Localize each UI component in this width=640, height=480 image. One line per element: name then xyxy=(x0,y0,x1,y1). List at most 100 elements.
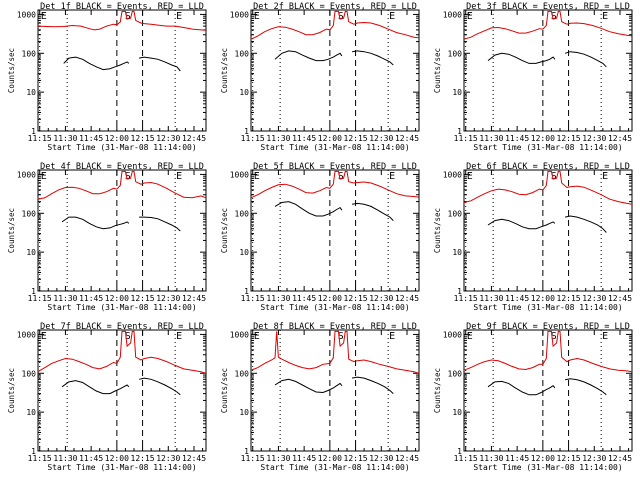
x-tick-label: 12:45 xyxy=(182,134,206,143)
y-tick-label: 10 xyxy=(239,408,249,417)
x-tick-label: 12:30 xyxy=(369,294,393,303)
x-tick-label: 12:00 xyxy=(105,294,129,303)
x-tick-label: 11:30 xyxy=(266,454,290,463)
x-axis-label: Start Time (31-Mar-08 11:14:00) xyxy=(473,463,622,472)
x-tick-label: 12:45 xyxy=(182,294,206,303)
x-tick-label: 12:15 xyxy=(557,294,581,303)
x-tick-label: 12:00 xyxy=(105,134,129,143)
y-tick-label: 1 xyxy=(31,447,36,456)
time-marker-label: S xyxy=(338,11,344,22)
detector-panel-5: Det 5f BLACK = Events, RED = LLD 1 10 100 10… xyxy=(220,162,420,312)
y-tick-label: 1 xyxy=(244,287,249,296)
series-events-line-2 xyxy=(139,216,181,232)
series-events-line xyxy=(274,50,343,62)
y-tick-label: 10 xyxy=(26,248,36,257)
x-axis-label: Start Time (31-Mar-08 11:14:00) xyxy=(260,143,409,152)
y-tick-label: 1000 xyxy=(443,170,462,179)
x-axis-label: Start Time (31-Mar-08 11:14:00) xyxy=(47,463,196,472)
x-axis-label: Start Time (31-Mar-08 11:14:00) xyxy=(47,303,196,312)
x-tick-label: 12:15 xyxy=(557,454,581,463)
x-tick-label: 12:15 xyxy=(131,454,155,463)
time-marker-label: E xyxy=(467,11,473,22)
time-marker-label: E xyxy=(176,11,182,22)
y-tick-label: 1000 xyxy=(230,330,249,339)
time-marker-label: E xyxy=(467,331,473,342)
panel-title: Det 8f BLACK = Events, RED = LLD xyxy=(253,322,417,332)
x-tick-label: 12:30 xyxy=(582,294,606,303)
y-tick-label: 1000 xyxy=(17,330,36,339)
y-tick-label: 100 xyxy=(235,209,250,218)
x-tick-label: 11:45 xyxy=(292,294,316,303)
series-events-line xyxy=(63,56,130,71)
series-lld-line xyxy=(463,330,633,373)
plot-frame xyxy=(37,329,207,452)
series-lld-line xyxy=(250,10,420,40)
x-tick-label: 12:00 xyxy=(105,454,129,463)
y-tick-label: 10 xyxy=(452,408,462,417)
x-tick-label: 12:15 xyxy=(344,134,368,143)
y-tick-label: 10 xyxy=(452,88,462,97)
y-tick-label: 100 xyxy=(22,209,37,218)
y-tick-label: 1 xyxy=(244,127,249,136)
series-lld-line xyxy=(250,170,420,199)
y-tick-label: 100 xyxy=(448,49,463,58)
x-tick-label: 12:45 xyxy=(395,294,419,303)
y-axis-label: Counts/sec xyxy=(7,48,16,93)
series-lld-line xyxy=(37,170,207,200)
y-axis-label: Counts/sec xyxy=(220,368,229,413)
time-marker-label: E xyxy=(602,171,608,182)
y-tick-label: 10 xyxy=(452,248,462,257)
x-tick-label: 12:30 xyxy=(582,134,606,143)
x-tick-label: 11:30 xyxy=(479,454,503,463)
y-tick-label: 1 xyxy=(31,127,36,136)
x-tick-label: 12:30 xyxy=(369,454,393,463)
series-events-line xyxy=(487,380,556,396)
x-axis-label: Start Time (31-Mar-08 11:14:00) xyxy=(260,463,409,472)
panel-title: Det 1f BLACK = Events, RED = LLD xyxy=(40,2,204,12)
time-marker-label: E xyxy=(389,171,395,182)
y-tick-label: 10 xyxy=(26,408,36,417)
time-marker-label: E xyxy=(602,331,608,342)
time-marker-label: E xyxy=(389,11,395,22)
panel-title: Det 5f BLACK = Events, RED = LLD xyxy=(253,162,417,172)
x-tick-label: 12:00 xyxy=(531,134,555,143)
time-marker-label: E xyxy=(602,11,608,22)
series-events-line-2 xyxy=(139,56,181,72)
x-tick-label: 11:15 xyxy=(454,134,478,143)
x-tick-label: 12:30 xyxy=(156,454,180,463)
time-marker-label: E xyxy=(41,11,47,22)
panel-title: Det 9f BLACK = Events, RED = LLD xyxy=(466,322,630,332)
panel-title: Det 7f BLACK = Events, RED = LLD xyxy=(40,322,204,332)
y-tick-label: 1 xyxy=(457,127,462,136)
plot-frame xyxy=(463,169,633,292)
x-tick-label: 11:15 xyxy=(241,134,265,143)
y-tick-label: 1000 xyxy=(17,10,36,19)
detector-panel-2: Det 2f BLACK = Events, RED = LLD 1 10 100 10… xyxy=(220,2,420,152)
y-axis-label: Counts/sec xyxy=(433,48,442,93)
series-events-line-2 xyxy=(352,50,394,66)
x-axis-label: Start Time (31-Mar-08 11:14:00) xyxy=(473,143,622,152)
time-marker-label: E xyxy=(467,171,473,182)
x-tick-label: 11:30 xyxy=(53,134,77,143)
y-axis-label: Counts/sec xyxy=(433,208,442,253)
time-marker-label: S xyxy=(125,331,131,342)
y-tick-label: 100 xyxy=(22,49,37,58)
series-events-line xyxy=(274,201,343,217)
time-marker-label: S xyxy=(338,171,344,182)
x-tick-label: 12:15 xyxy=(131,294,155,303)
time-marker-label: E xyxy=(389,331,395,342)
y-tick-label: 1 xyxy=(457,287,462,296)
x-tick-label: 12:15 xyxy=(344,454,368,463)
y-tick-label: 1000 xyxy=(230,10,249,19)
x-tick-label: 12:45 xyxy=(608,454,632,463)
series-events-line-2 xyxy=(565,378,607,396)
series-events-line xyxy=(487,218,556,230)
y-tick-label: 1 xyxy=(457,447,462,456)
x-tick-label: 12:15 xyxy=(344,294,368,303)
x-tick-label: 11:45 xyxy=(79,134,103,143)
series-events-line-2 xyxy=(352,202,394,221)
time-marker-label: E xyxy=(41,171,47,182)
x-tick-label: 11:45 xyxy=(79,454,103,463)
x-tick-label: 12:00 xyxy=(318,134,342,143)
